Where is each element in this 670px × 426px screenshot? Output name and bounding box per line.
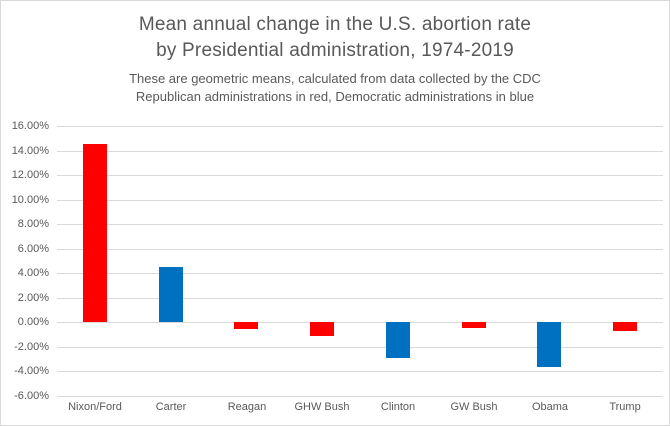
y-axis-tick-label: -6.00%	[14, 390, 49, 402]
bar-gw-bush	[462, 322, 486, 328]
gridline	[57, 224, 663, 225]
gridline	[57, 371, 663, 372]
y-axis-tick-label: 2.00%	[17, 292, 49, 304]
y-axis-tick-label: -2.00%	[14, 341, 49, 353]
x-axis-category-label: Carter	[155, 401, 187, 413]
gridline	[57, 126, 663, 127]
y-axis-tick-label: 14.00%	[11, 145, 49, 157]
y-axis-tick-label: 4.00%	[17, 267, 49, 279]
bar-trump	[613, 322, 637, 331]
gridline	[57, 298, 663, 299]
x-axis-category-label: GHW Bush	[294, 401, 350, 413]
y-axis-tick-label: 16.00%	[11, 120, 49, 132]
zero-axis-line	[57, 322, 663, 323]
y-axis-tick-label: 8.00%	[17, 218, 49, 230]
y-axis-tick-label: -4.00%	[14, 365, 49, 377]
bar-nixon-ford	[83, 144, 107, 322]
chart-title-line-1: Mean annual change in the U.S. abortion …	[138, 14, 532, 35]
gridline	[57, 200, 663, 201]
x-axis-category-label: Trump	[609, 401, 641, 413]
x-axis-category-label: Clinton	[380, 401, 416, 413]
gridline	[57, 249, 663, 250]
chart-subtitle-line-1: These are geometric means, calculated fr…	[129, 71, 541, 86]
bar-carter	[159, 267, 183, 322]
y-axis-tick-label: 12.00%	[11, 169, 49, 181]
gridline	[57, 347, 663, 348]
x-axis-category-label: GW Bush	[450, 401, 498, 413]
gridline	[57, 396, 663, 397]
bar-reagan	[234, 322, 258, 329]
y-axis-tick-label: 10.00%	[11, 194, 49, 206]
bar-clinton	[386, 322, 410, 358]
chart-subtitle-line-2: Republican administrations in red, Democ…	[135, 89, 535, 104]
bar-obama	[537, 322, 561, 367]
bar-ghw-bush	[310, 322, 334, 336]
gridline	[57, 273, 663, 274]
x-axis-category-label: Obama	[531, 401, 569, 413]
y-axis-tick-label: 0.00%	[17, 316, 49, 328]
gridline	[57, 175, 663, 176]
chart-title-line-2: by Presidential administration, 1974-201…	[156, 40, 514, 61]
y-axis-tick-label: 6.00%	[17, 243, 49, 255]
x-axis-category-label: Reagan	[227, 401, 267, 413]
gridline	[57, 151, 663, 152]
x-axis-category-label: Nixon/Ford	[68, 401, 122, 413]
